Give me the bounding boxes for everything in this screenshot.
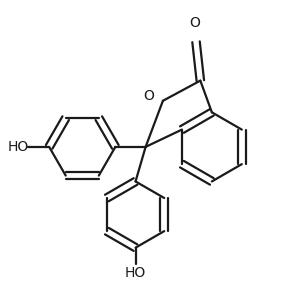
Text: O: O xyxy=(189,16,200,30)
Text: O: O xyxy=(143,89,154,103)
Text: HO: HO xyxy=(125,266,146,280)
Text: HO: HO xyxy=(8,140,29,154)
